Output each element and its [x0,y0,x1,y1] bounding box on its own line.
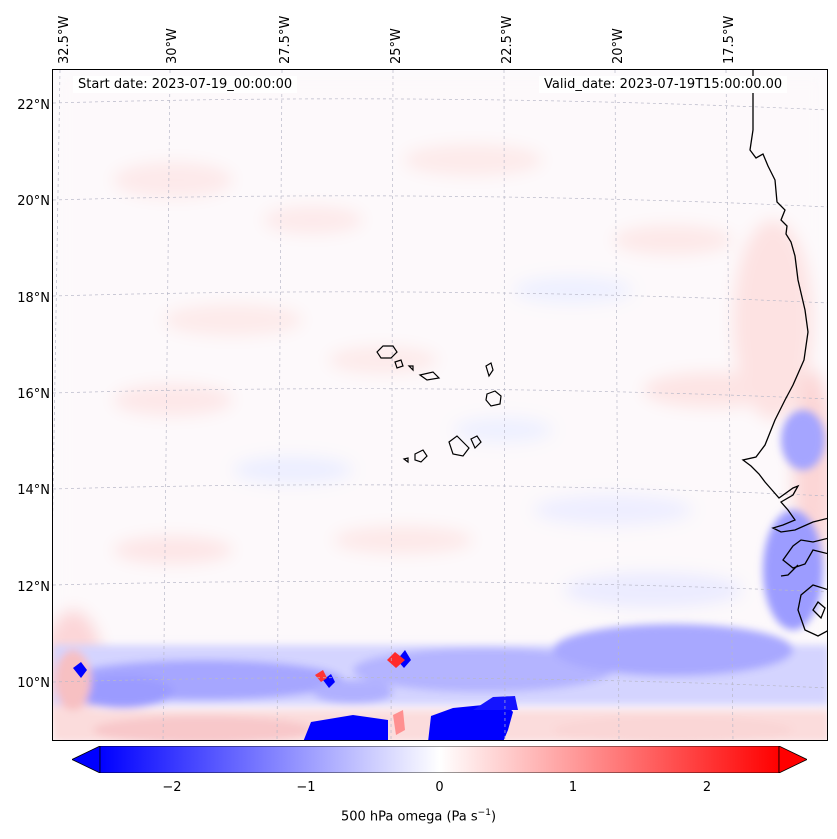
map-panel[interactable] [52,69,828,741]
colorbar-tick-label: 0 [435,780,444,795]
valid-date-label: Valid_date: 2023-07-19T15:00:00.00 [539,76,788,93]
graticule [53,70,827,740]
lon-label-20w: 20°W [611,28,626,64]
colorbar [72,746,807,773]
colorbar-tick-label: 2 [702,780,712,795]
lat-label-12n: 12°N [17,580,50,595]
colorbar-tick-label: −2 [162,780,182,795]
lon-label-30w: 30°W [165,28,180,64]
colorbar-label: 500 hPa omega (Pa s−1) [340,808,497,825]
colorbar-tick-label: −1 [296,780,316,795]
colorbar-extend-max [778,746,807,773]
background-field [53,70,827,740]
colorbar-tick-label: 1 [568,780,578,795]
lon-label-22-5w: 22.5°W [500,15,515,64]
lat-label-22n: 22°N [17,98,50,113]
omega-field-map [53,70,827,740]
lat-label-18n: 18°N [17,291,50,306]
lat-label-10n: 10°N [17,676,50,691]
lat-label-20n: 20°N [17,194,50,209]
lon-label-25w: 25°W [389,28,404,64]
colorbar-extend-min [72,746,101,773]
strong-ascent-cells [73,650,518,740]
coastline-africa [741,70,827,637]
lon-label-27-5w: 27.5°W [278,15,293,64]
lon-label-32-5w: 32.5°W [57,15,72,64]
lat-label-16n: 16°N [17,387,50,402]
lat-label-14n: 14°N [17,483,50,498]
start-date-label: Start date: 2023-07-19_00:00:00 [73,76,298,93]
colorbar-gradient [99,746,780,773]
cape-verde-islands [376,345,502,464]
lon-label-17-5w: 17.5°W [722,15,737,64]
